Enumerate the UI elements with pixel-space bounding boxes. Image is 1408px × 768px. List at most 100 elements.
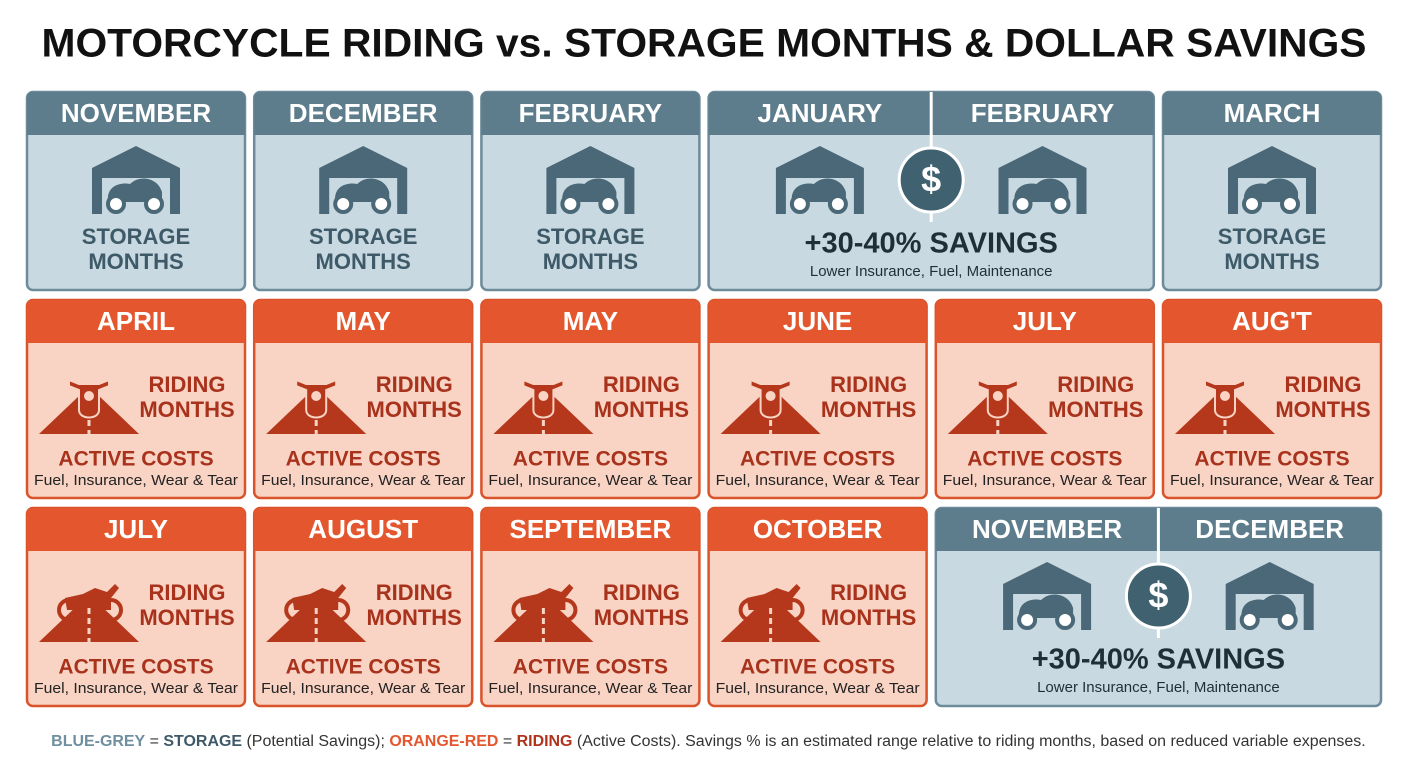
card-label: MONTHS (139, 605, 234, 630)
card-header (708, 508, 927, 551)
footer-part: BLUE-GREY (51, 733, 146, 750)
wheel (789, 194, 810, 214)
costs-label: ACTIVE COSTS (58, 448, 213, 471)
road-icon (493, 378, 594, 434)
footer-part: (Active Costs). Savings % is an estimate… (572, 733, 1365, 750)
month-label: DECEMBER (1195, 514, 1344, 544)
wheel (1239, 610, 1260, 630)
month-label: NOVEMBER (972, 514, 1122, 544)
card-label: MONTHS (821, 397, 916, 422)
card-label: STORAGE (82, 224, 190, 249)
dollar-badge (1124, 562, 1192, 630)
headlight (84, 391, 94, 401)
footer-part: RIDING (517, 733, 573, 750)
card-label: MONTHS (594, 397, 689, 422)
road-icon (39, 378, 139, 434)
card-header (481, 508, 700, 551)
garage-shape (546, 146, 635, 214)
wheel (560, 194, 581, 214)
card-header (254, 508, 473, 551)
dollar-symbol: $ (1148, 575, 1168, 616)
card-header (481, 92, 700, 135)
card-label: RIDING (376, 580, 453, 605)
month-label: MARCH (1224, 98, 1321, 128)
card-label: RIDING (1057, 372, 1134, 397)
month-label: MAY (336, 306, 391, 336)
costs-detail: Fuel, Insurance, Wear & Tear (943, 472, 1147, 489)
garage-shape (92, 146, 180, 214)
card-label: STORAGE (309, 224, 417, 249)
costs-detail: Fuel, Insurance, Wear & Tear (34, 680, 238, 697)
card-label: RIDING (603, 372, 680, 397)
month-label: NOVEMBER (61, 98, 211, 128)
card-label: MONTHS (1224, 249, 1319, 274)
storage-card: NOVEMBER DECEMBER $ +30-40% SAVINGS Lower In… (934, 506, 1383, 708)
wheel (1017, 610, 1038, 630)
card-label: RIDING (830, 372, 907, 397)
wheel (1277, 610, 1298, 630)
garage-icon (775, 146, 864, 214)
costs-label: ACTIVE COSTS (967, 448, 1122, 471)
card-label: RIDING (149, 372, 226, 397)
month-label: JUNE (783, 306, 852, 336)
road-icon (493, 584, 594, 642)
bike-side (746, 584, 801, 610)
wheel (1050, 194, 1071, 214)
storage-card: JANUARY FEBRUARY $ +30-40% SAVINGS Lower Ins… (707, 90, 1156, 292)
garage-icon (319, 146, 408, 214)
wheel (1012, 194, 1033, 214)
card-label: MONTHS (543, 249, 638, 274)
costs-label: ACTIVE COSTS (740, 656, 895, 679)
costs-label: ACTIVE COSTS (286, 656, 441, 679)
month-label: JULY (104, 514, 168, 544)
costs-detail: Fuel, Insurance, Wear & Tear (1170, 472, 1374, 489)
card-label: MONTHS (367, 605, 462, 630)
month-label: JULY (1013, 306, 1077, 336)
savings-label: +30-40% SAVINGS (805, 228, 1058, 260)
card-label: RIDING (149, 580, 226, 605)
card-label: MONTHS (316, 249, 411, 274)
card-label: MONTHS (821, 605, 916, 630)
month-label: SEPTEMBER (509, 514, 671, 544)
garage-icon (546, 146, 635, 214)
footer-part: = (145, 733, 163, 750)
month-label: FEBRUARY (519, 98, 662, 128)
garage-icon (1003, 562, 1092, 630)
month-label: AUGUST (308, 514, 418, 544)
card-label: MONTHS (88, 249, 183, 274)
wheel (371, 194, 392, 214)
card-label: MONTHS (1275, 397, 1370, 422)
garage-shape (1228, 146, 1316, 214)
card-header (27, 508, 245, 551)
card-header (481, 300, 700, 343)
savings-label: +30-40% SAVINGS (1032, 644, 1285, 676)
costs-label: ACTIVE COSTS (740, 448, 895, 471)
wheel (1242, 194, 1262, 214)
road-icon (266, 378, 367, 434)
card-label: MONTHS (139, 397, 234, 422)
month-label: MAY (563, 306, 618, 336)
headlight (538, 391, 549, 401)
card-label: RIDING (830, 580, 907, 605)
road-icon (1175, 378, 1275, 434)
costs-detail: Fuel, Insurance, Wear & Tear (488, 680, 692, 697)
month-label: AUG'T (1232, 306, 1312, 336)
costs-detail: Fuel, Insurance, Wear & Tear (488, 472, 692, 489)
headlight (311, 391, 322, 401)
headlight (992, 391, 1003, 401)
card-label: MONTHS (367, 397, 462, 422)
costs-label: ACTIVE COSTS (513, 448, 668, 471)
card-label: STORAGE (536, 224, 644, 249)
month-label: OCTOBER (753, 514, 883, 544)
garage-shape (1003, 562, 1092, 630)
costs-label: ACTIVE COSTS (513, 656, 668, 679)
